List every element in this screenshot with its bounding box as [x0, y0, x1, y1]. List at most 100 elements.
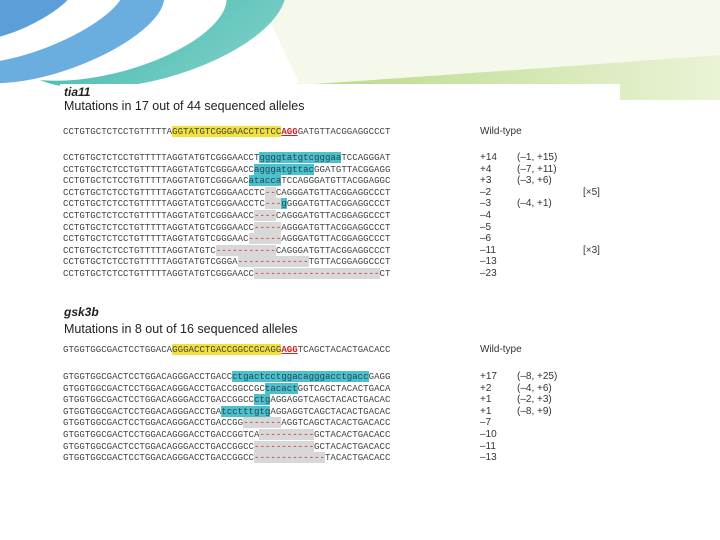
sequence-segment: AGGGATGTTACGGAGGCCCT	[281, 221, 391, 233]
allele-row: GTGGTGGCGACTCCTGGACAGGGACCTGACCGGCCGCtac…	[60, 382, 620, 395]
deletion: -----	[254, 221, 282, 233]
insertion: atacca	[248, 175, 282, 187]
allele-sequence: CCTGTGCTCTCCTGTTTTTAGGTATGTCGGGAACC----C…	[63, 210, 390, 222]
allele-sequence: GTGGTGGCGACTCCTGGACAGGGACCTGACCctgactcct…	[63, 371, 390, 383]
sequence-segment: CCTGTGCTCTCCTGTTTTTAGGTATGTCGGGAAC	[63, 233, 249, 245]
allele-sequence: CCTGTGCTCTCCTGTTTTTAGGTATGTCGGGAACCTC---…	[63, 198, 390, 210]
banner-graphic	[0, 0, 720, 100]
allele-sequence: CCTGTGCTCTCCTGTTTTTAGGTATGTC-----------C…	[63, 244, 391, 257]
sequence-segment: CCTGTGCTCTCCTGTTTTTAGGTATGTCGGGAACCT	[63, 152, 260, 163]
size-change: –23	[480, 268, 497, 279]
allele-row: CCTGTGCTCTCCTGTTTTTAGGTATGTCGGGA--------…	[60, 256, 620, 268]
gene-title: gsk3b	[64, 305, 99, 319]
indel-detail: (–7, +11)	[517, 163, 557, 175]
allele-row: CCTGTGCTCTCCTGTTTTTAGGTATGTCGGGAACC-----…	[60, 221, 620, 234]
allele-row: CCTGTGCTCTCCTGTTTTTAGGTATGTCGGGAAC------…	[60, 233, 620, 245]
deletion: -----------	[254, 440, 315, 452]
allele-count: [×5]	[583, 186, 600, 198]
insertion: tcctttgtg	[221, 405, 271, 417]
tia11-panel: tia11 Mutations in 17 out of 44 sequence…	[60, 84, 620, 294]
deletion: ------	[248, 233, 282, 245]
sequence-segment: AGGTCAGCTACACTGACACC	[281, 417, 391, 429]
allele-row: CCTGTGCTCTCCTGTTTTTAGGTATGTCGGGAACCTgggg…	[60, 152, 620, 164]
indel-detail: (–4, +6)	[517, 382, 552, 394]
allele-row: CCTGTGCTCTCCTGTTTTTAGGTATGTCGGGAACC----C…	[60, 210, 620, 222]
deletion: -------------	[237, 256, 309, 268]
size-change: –10	[480, 429, 497, 440]
allele-row: CCTGTGCTCTCCTGTTTTTAGGTATGTC-----------C…	[60, 244, 620, 257]
allele-sequence: CCTGTGCTCTCCTGTTTTTAGGTATGTCGGGA--------…	[63, 256, 390, 268]
wildtype-label: Wild-type	[480, 126, 522, 137]
indel-detail: (–1, +15)	[517, 152, 558, 163]
sequence-segment: GGGATGTTACGGAGGCCCT	[286, 198, 391, 210]
sequence-segment: TCCAGGGATGTTACGGAGGC	[281, 175, 391, 187]
sequence-segment: CCTGTGCTCTCCTGTTTTTAGGTATGTCGGGAACCTC	[63, 186, 265, 198]
allele-sequence: GTGGTGGCGACTCCTGGACAGGGACCTGACCGGCCctgAG…	[63, 394, 390, 406]
allele-sequence: CCTGTGCTCTCCTGTTTTTAGGTATGTCGGGAAC------…	[63, 233, 390, 245]
allele-row: GTGGTGGCGACTCCTGGACAGGGACCTGACCGG-------…	[60, 417, 620, 429]
size-change: +4	[480, 163, 492, 175]
indel-detail: (–4, +1)	[517, 198, 552, 210]
sequence-segment: TACACTGACACC	[324, 452, 391, 464]
wildtype-row: GTGGTGGCGACTCCTGGACAGGGACCTGACCGGCCGCAGG…	[60, 344, 620, 356]
size-change: –13	[480, 256, 497, 268]
sequence-segment: GAGG	[368, 371, 391, 382]
size-change: –5	[480, 221, 492, 233]
sequence-segment: AGGAGGTCAGCTACACTGACAC	[270, 394, 391, 406]
gene-title: tia11	[64, 85, 91, 99]
sequence-segment: CAGGGATGTTACGGAGGCCCT	[275, 210, 391, 221]
size-change: –2	[480, 186, 492, 198]
sequence-segment: CCTGTGCTCTCCTGTTTTTAGGTATGTCGGGAAC	[63, 175, 249, 187]
sequence-segment: CCTGTGCTCTCCTGTTTTTAGGTATGTCGGGAACC	[63, 163, 254, 175]
allele-row: CCTGTGCTCTCCTGTTTTTAGGTATGTCGGGAACatacca…	[60, 175, 620, 187]
size-change: +17	[480, 371, 497, 382]
allele-sequence: GTGGTGGCGACTCCTGGACAGGGACCTGACCGG-------…	[63, 417, 390, 429]
panel-subtitle: Mutations in 17 out of 44 sequenced alle…	[64, 99, 305, 113]
allele-row: GTGGTGGCGACTCCTGGACAGGGACCTGAtcctttgtgAG…	[60, 405, 620, 418]
pam-site: AGG	[281, 126, 298, 137]
sequence-segment: GCTACACTGACACC	[314, 440, 391, 452]
allele-row: CCTGTGCTCTCCTGTTTTTAGGTATGTCGGGAACCTC--C…	[60, 186, 620, 199]
allele-sequence: CCTGTGCTCTCCTGTTTTTAGGTATGTCGGGAACCaggga…	[63, 163, 391, 176]
allele-row: GTGGTGGCGACTCCTGGACAGGGACCTGACCctgactcct…	[60, 371, 620, 383]
size-change: +3	[480, 175, 492, 187]
allele-sequence: GTGGTGGCGACTCCTGGACAGGGACCTGACCGGCCGCtac…	[63, 382, 391, 395]
sequence-segment: AGGGATGTTACGGAGGCCCT	[281, 233, 391, 245]
allele-count: [×3]	[583, 244, 600, 256]
sequence-segment: GTGGTGGCGACTCCTGGACAGGGACCTGA	[63, 405, 222, 417]
sequence-segment: CCTGTGCTCTCCTGTTTTTAGGTATGTCGGGAACC	[63, 210, 254, 221]
sequence-segment: TCCAGGGAT	[341, 152, 391, 163]
indel-detail: (–8, +9)	[517, 405, 552, 417]
sequence-segment: GGTCAGCTACACTGACA	[297, 382, 391, 394]
sequence-segment: CCTGTGCTCTCCTGTTTTTAGGTATGTCGGGA	[63, 256, 238, 268]
sequence-segment: CAGGGATGTTACGGAGGCCCT	[275, 244, 391, 256]
size-change: –4	[480, 210, 492, 221]
size-change: –7	[480, 417, 492, 429]
deletion: ---	[264, 198, 282, 210]
size-change: –13	[480, 452, 497, 464]
allele-row: GTGGTGGCGACTCCTGGACAGGGACCTGACCGGCC-----…	[60, 440, 620, 453]
pam-site: AGG	[281, 344, 298, 355]
wildtype-row: CCTGTGCTCTCCTGTTTTTAGGTATGTCGGGAACCTCTCC…	[60, 126, 620, 138]
allele-row: GTGGTGGCGACTCCTGGACAGGGACCTGACCGGCC-----…	[60, 452, 620, 464]
sequence-segment: AGGAGGTCAGCTACACTGACAC	[270, 405, 391, 417]
sequence-segment: CCTGTGCTCTCCTGTTTTTA	[63, 126, 173, 137]
sequence-segment: GATGTTACGGAGGCCCT	[297, 126, 391, 137]
target-site: GGTATGTCGGGAACCTCTCC	[172, 126, 282, 137]
header-banner	[0, 0, 720, 100]
size-change: –6	[480, 233, 492, 245]
size-change: –11	[480, 244, 496, 256]
sequence-segment: GGATGTTACGGAGG	[314, 163, 391, 175]
allele-sequence: CCTGTGCTCTCCTGTTTTTAGGTATGTCGGGAACCTC--C…	[63, 186, 390, 199]
indel-detail: (–2, +3)	[517, 394, 552, 406]
deletion: --	[264, 186, 276, 198]
deletion: ----	[254, 210, 276, 221]
allele-row: CCTGTGCTCTCCTGTTTTTAGGTATGTCGGGAACCTC---…	[60, 198, 620, 210]
insertion: g	[281, 198, 287, 210]
deletion: -------	[243, 417, 282, 429]
insertion: agggatgttac	[254, 163, 315, 175]
sequence-segment: GTGGTGGCGACTCCTGGACAGGGACCTGACCGG	[63, 417, 244, 429]
sequence-segment: TCAGCTACACTGACACC	[297, 344, 391, 355]
sequence-segment: GTGGTGGCGACTCCTGGACAGGGACCTGACCGGCC	[63, 440, 254, 452]
insertion: ctgactcctggacagggacctgacc	[232, 371, 369, 382]
